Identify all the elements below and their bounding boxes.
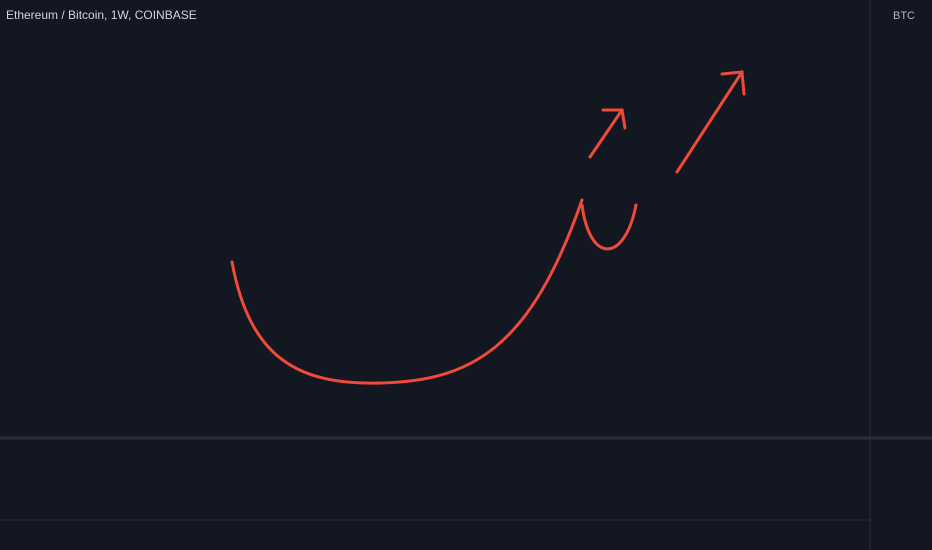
handle-curve [580, 203, 638, 251]
arrow [588, 108, 627, 159]
drawings [230, 70, 746, 385]
arrow [675, 70, 746, 174]
cup-curve [230, 198, 584, 385]
unit-label: BTC [893, 10, 915, 22]
chart-title: Ethereum / Bitcoin, 1W, COINBASE [6, 8, 197, 22]
